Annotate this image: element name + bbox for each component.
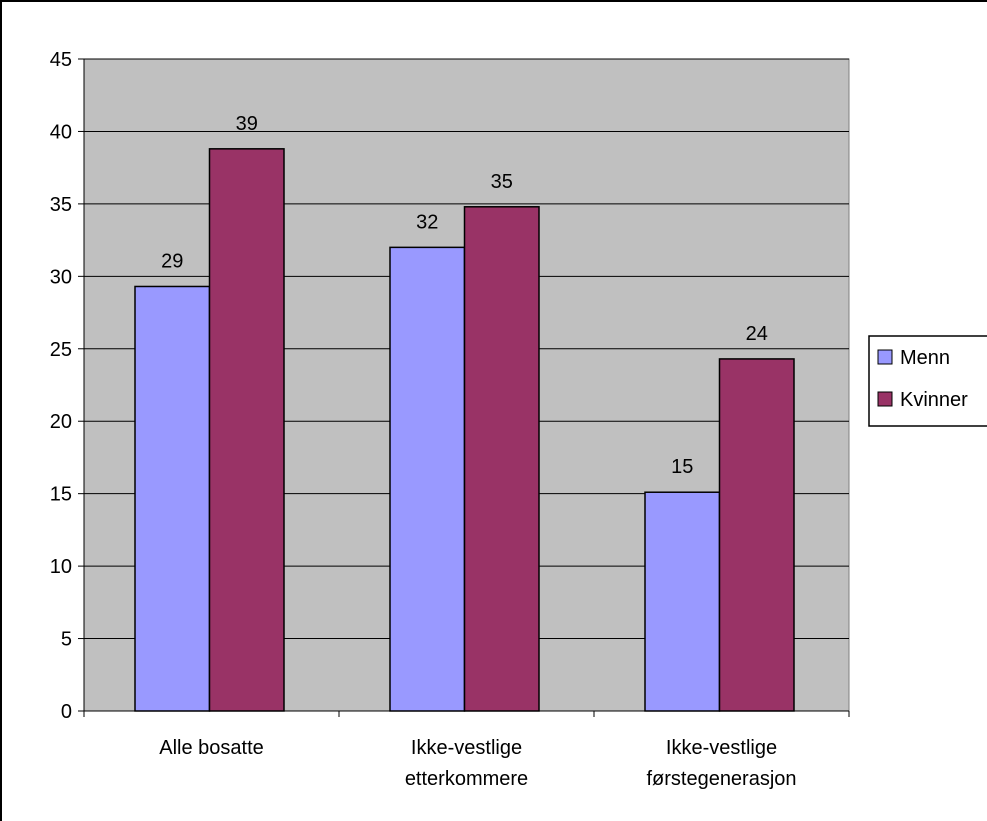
- legend: Menn Kvinner: [868, 335, 987, 427]
- data-label: 32: [416, 211, 438, 233]
- legend-label: Kvinner: [900, 389, 968, 411]
- x-tick-label: Ikke-vestlige: [666, 737, 777, 759]
- bar-kvinner: [208, 148, 285, 712]
- bar-menn: [134, 285, 211, 712]
- y-tick-label: 35: [50, 194, 72, 216]
- y-tick-label: 30: [50, 266, 72, 288]
- plot-area: 0 5 10 15 20 25 30 35 40 45 29 39 Alle bosatte 32 35 Ik…: [50, 49, 850, 790]
- data-label: 29: [161, 250, 183, 272]
- data-label: 24: [746, 323, 768, 345]
- legend-swatch: [877, 349, 893, 365]
- y-tick-label: 5: [61, 629, 72, 651]
- bar-menn: [389, 246, 466, 712]
- legend-label: Menn: [900, 347, 950, 369]
- data-label: 35: [491, 171, 513, 193]
- legend-swatch: [877, 391, 893, 407]
- y-tick-label: 15: [50, 484, 72, 506]
- x-tick-label: etterkommere: [405, 768, 528, 790]
- x-tick-label: Alle bosatte: [159, 737, 264, 759]
- y-tick-label: 45: [50, 49, 72, 71]
- y-tick-label: 0: [61, 701, 72, 723]
- bar-menn: [644, 491, 721, 712]
- y-tick-label: 10: [50, 556, 72, 578]
- y-tick-label: 20: [50, 411, 72, 433]
- y-tick-label: 25: [50, 339, 72, 361]
- data-label: 15: [671, 456, 693, 478]
- x-tick-label: Ikke-vestlige: [411, 737, 522, 759]
- x-tick-label: førstegenerasjon: [646, 768, 796, 790]
- data-label: 39: [236, 113, 258, 135]
- bar-kvinner: [718, 358, 795, 712]
- bar-kvinner: [463, 206, 540, 712]
- y-tick-label: 40: [50, 121, 72, 143]
